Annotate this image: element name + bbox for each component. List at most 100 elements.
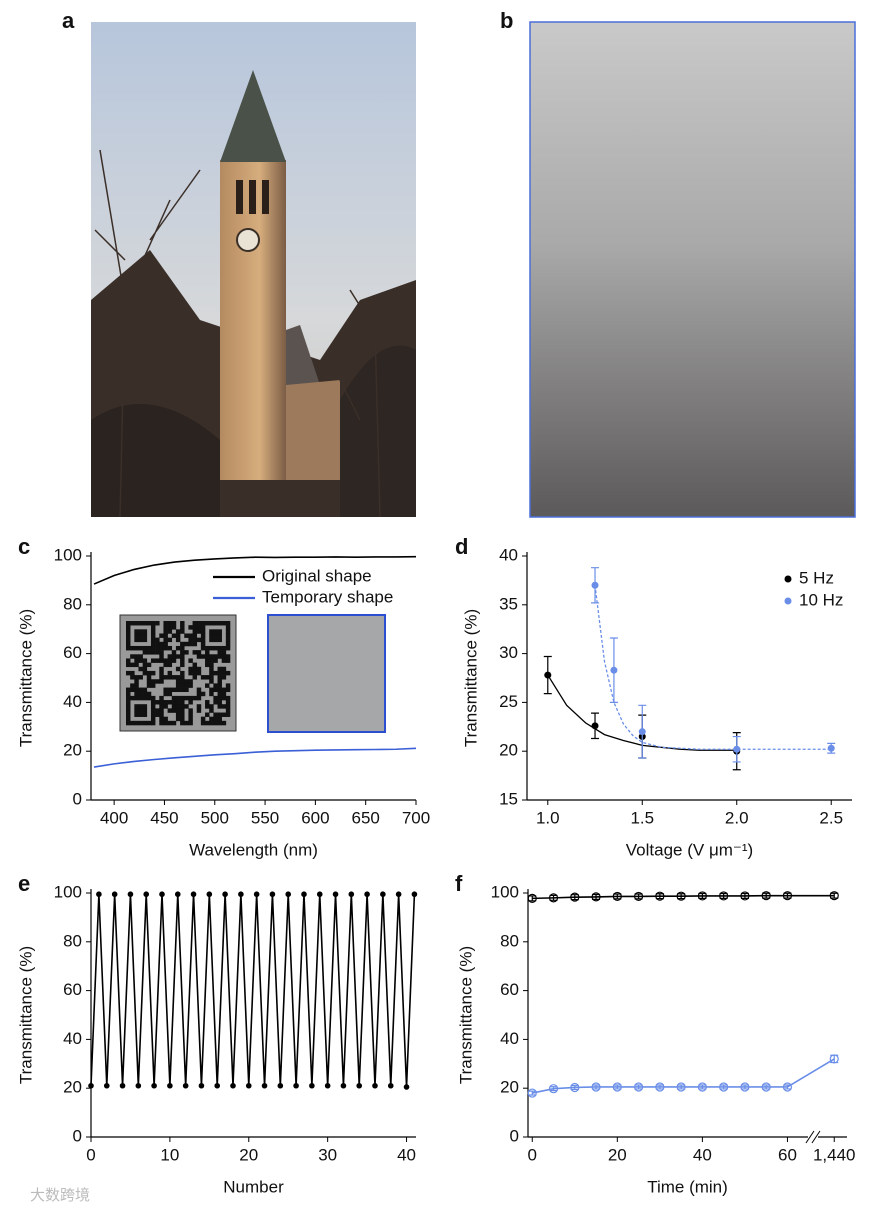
data-point: [633, 1082, 644, 1092]
qr-module: [188, 716, 193, 722]
photo-a: [91, 22, 416, 518]
qr-module: [192, 621, 198, 626]
qr-module: [159, 666, 164, 672]
qr-module: [213, 629, 218, 634]
qr-module: [126, 645, 131, 651]
data-point: [829, 1054, 839, 1064]
qr-module: [138, 687, 143, 693]
data-point: [612, 891, 622, 902]
qr-module: [209, 629, 214, 634]
qr-module: [134, 679, 139, 684]
qr-module: [221, 687, 227, 693]
qr-module: [209, 621, 214, 626]
qr-module: [180, 712, 185, 717]
qr-module: [130, 621, 135, 626]
x-tick-label: 700: [402, 808, 430, 827]
qr-module: [146, 720, 152, 726]
panel-label: f: [455, 871, 463, 896]
qr-module: [126, 670, 131, 676]
qr-module: [217, 633, 222, 638]
data-point: [230, 1082, 236, 1089]
qr-module: [217, 654, 222, 659]
qr-module: [138, 704, 143, 709]
x-axis-label: Voltage (V μm⁻¹): [626, 840, 753, 859]
qr-module: [159, 654, 164, 659]
qr-module: [142, 645, 148, 651]
data-point: [591, 581, 599, 589]
qr-module: [184, 679, 189, 684]
qr-module: [209, 675, 214, 680]
qr-module: [217, 687, 222, 693]
qr-module: [225, 670, 231, 676]
error-bar: [655, 1084, 664, 1090]
qr-module: [126, 658, 131, 663]
qr-module: [225, 629, 231, 634]
qr-module: [209, 708, 214, 713]
data-point: [544, 671, 552, 679]
qr-module: [126, 641, 131, 647]
qr-module: [126, 691, 131, 697]
qr-module: [192, 637, 198, 643]
qr-module: [163, 662, 168, 668]
qr-module: [180, 695, 185, 701]
qr-module: [146, 683, 152, 688]
qr-module: [180, 679, 185, 684]
qr-module: [192, 633, 198, 638]
qr-module: [225, 712, 231, 717]
qr-module: [200, 637, 206, 643]
qr-module: [171, 687, 177, 693]
qr-module: [175, 712, 181, 717]
qr-module: [205, 654, 210, 659]
data-point: [269, 891, 276, 898]
data-line: [90, 894, 416, 1088]
qr-module: [163, 716, 168, 722]
qr-module: [175, 704, 181, 709]
qr-module: [200, 645, 206, 651]
qr-module: [146, 679, 152, 684]
qr-module: [221, 704, 227, 709]
error-bar: [634, 1084, 643, 1090]
qr-module: [159, 645, 164, 651]
data-point: [719, 891, 729, 901]
qr-module: [171, 658, 177, 663]
data-point: [548, 1084, 559, 1094]
data-point: [380, 891, 386, 898]
data-point: [655, 1082, 665, 1092]
qr-module: [126, 625, 131, 630]
qr-module: [146, 650, 152, 655]
qr-module: [163, 687, 168, 693]
qr-module: [188, 637, 193, 643]
qr-module: [130, 654, 135, 659]
x-tick-label: 60: [778, 1145, 797, 1164]
qr-module: [192, 625, 198, 630]
qr-module: [134, 687, 139, 693]
qr-module: [134, 654, 139, 659]
data-point: [198, 1082, 205, 1089]
qr-module: [180, 625, 185, 630]
qr-module: [175, 675, 181, 680]
qr-module: [209, 637, 214, 643]
qr-module: [175, 700, 181, 705]
qr-module: [130, 683, 135, 688]
qr-module: [221, 670, 227, 676]
x-tick-label: 40: [693, 1145, 712, 1164]
qr-module: [159, 679, 164, 684]
legend-swatch: [784, 597, 792, 605]
qr-module: [175, 645, 181, 651]
qr-module: [142, 658, 148, 663]
x-tick-label: 450: [150, 808, 178, 827]
qr-module: [159, 675, 164, 680]
qr-module: [175, 708, 181, 713]
qr-module: [134, 675, 139, 680]
qr-module: [142, 704, 148, 709]
qr-module: [221, 658, 227, 663]
qr-module: [142, 650, 148, 655]
qr-module: [180, 662, 185, 668]
qr-module: [196, 625, 202, 630]
qr-module: [217, 695, 222, 701]
qr-module: [200, 629, 206, 634]
y-tick-label: 25: [499, 692, 518, 711]
qr-module: [196, 708, 202, 713]
qr-module: [209, 658, 214, 663]
fit-line: [594, 585, 832, 750]
